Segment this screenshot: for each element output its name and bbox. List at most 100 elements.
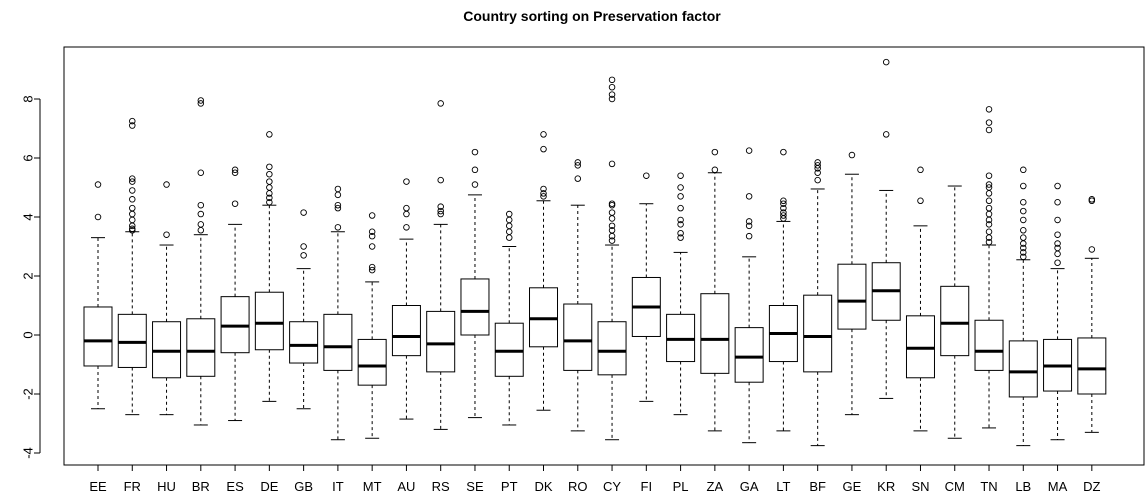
y-tick-label: 2 — [21, 272, 36, 279]
outlier-point — [437, 207, 444, 215]
outlier-point — [677, 229, 684, 237]
x-tick-label: EE — [89, 479, 107, 494]
outlier-point — [300, 243, 307, 250]
outlier-point — [814, 169, 821, 176]
outlier-point — [917, 197, 924, 205]
x-tick-label: PL — [673, 479, 689, 494]
box-PL — [666, 172, 696, 416]
box-RO — [563, 159, 593, 432]
outlier-point — [231, 169, 239, 176]
outlier-point — [300, 252, 307, 259]
outlier-point — [1054, 250, 1061, 258]
outlier-point — [163, 181, 170, 188]
box-iqr — [734, 327, 764, 383]
box-ZA — [700, 148, 730, 432]
outlier-point — [780, 148, 787, 156]
outlier-point — [129, 225, 136, 233]
x-axis: EE FR HU BR ES DE GB IT MT AU RS SE PT DK RO CY FI PL ZA GA… — [89, 464, 1101, 494]
outlier-point — [197, 169, 205, 176]
outlier-point — [368, 228, 376, 235]
x-tick-label: GE — [843, 479, 862, 494]
outlier-point — [540, 145, 547, 153]
outlier-point — [608, 200, 616, 207]
box-FI — [631, 172, 661, 402]
outlier-point — [129, 196, 136, 203]
box-GA — [734, 147, 764, 444]
outlier-point — [1020, 227, 1027, 234]
box-GE — [837, 151, 867, 416]
outlier-point — [129, 204, 136, 212]
box-iqr — [1008, 340, 1038, 398]
outlier-point — [231, 166, 239, 174]
outlier-point — [917, 166, 924, 174]
outlier-point — [437, 210, 444, 218]
outlier-point — [780, 197, 787, 205]
x-tick-label: FR — [124, 479, 141, 494]
outlier-point — [882, 131, 890, 138]
box-iqr — [1077, 337, 1107, 395]
outlier-point — [745, 218, 753, 225]
outlier-point — [471, 148, 479, 156]
outlier-point — [780, 209, 787, 216]
box-iqr — [254, 291, 284, 351]
box-IT — [323, 185, 353, 441]
outlier-point — [540, 185, 547, 193]
outlier-point — [677, 184, 684, 191]
outlier-point — [334, 201, 342, 209]
outlier-point — [608, 160, 616, 168]
outlier-point — [437, 176, 444, 184]
box-DE — [254, 131, 284, 402]
box-iqr — [83, 306, 113, 367]
box-iqr — [323, 313, 353, 371]
outlier-point — [197, 210, 205, 218]
y-axis: -4 -2 0 2 4 6 8 — [21, 95, 41, 459]
box-iqr — [837, 263, 867, 330]
outlier-point — [677, 221, 684, 228]
x-tick-label: CM — [945, 479, 965, 494]
box-SE — [460, 148, 490, 419]
outlier-point — [1020, 166, 1027, 174]
box-CM — [940, 185, 970, 439]
outlier-point — [985, 181, 993, 188]
outlier-point — [1054, 216, 1061, 224]
outlier-point — [266, 194, 273, 202]
outlier-point — [780, 212, 787, 219]
box-ES — [220, 166, 250, 422]
x-tick-label: AU — [397, 479, 415, 494]
outlier-point — [1020, 198, 1027, 206]
outlier-point — [1054, 231, 1061, 238]
outlier-point — [1020, 216, 1027, 224]
box-iqr — [803, 294, 833, 373]
outlier-point — [574, 175, 582, 182]
x-tick-label: ZA — [707, 479, 724, 494]
x-tick-label: CY — [603, 479, 621, 494]
x-tick-label: KR — [877, 479, 895, 494]
box-AU — [391, 178, 421, 420]
outlier-point — [368, 212, 376, 219]
outlier-point — [129, 187, 136, 194]
x-tick-label: PT — [501, 479, 518, 494]
outlier-point — [368, 232, 376, 240]
outlier-point — [368, 263, 376, 271]
x-tick-label: DK — [534, 479, 552, 494]
outlier-point — [985, 221, 993, 228]
plot-frame — [63, 46, 1145, 466]
box-MT — [357, 212, 387, 439]
outlier-point — [574, 159, 582, 166]
outlier-point — [677, 193, 684, 200]
x-tick-label: TN — [980, 479, 997, 494]
outlier-point — [848, 151, 856, 159]
outlier-point — [814, 159, 821, 166]
x-tick-label: IT — [332, 479, 344, 494]
outlier-point — [505, 234, 513, 241]
outlier-point — [403, 204, 410, 212]
outlier-point — [129, 178, 136, 185]
outlier-point — [129, 216, 136, 224]
outlier-point — [197, 227, 205, 234]
outlier-point — [540, 131, 547, 138]
box-BF — [803, 159, 833, 447]
box-MA — [1043, 182, 1073, 441]
box-CY — [597, 76, 627, 441]
outlier-point — [608, 227, 616, 234]
outlier-point — [1088, 246, 1096, 253]
